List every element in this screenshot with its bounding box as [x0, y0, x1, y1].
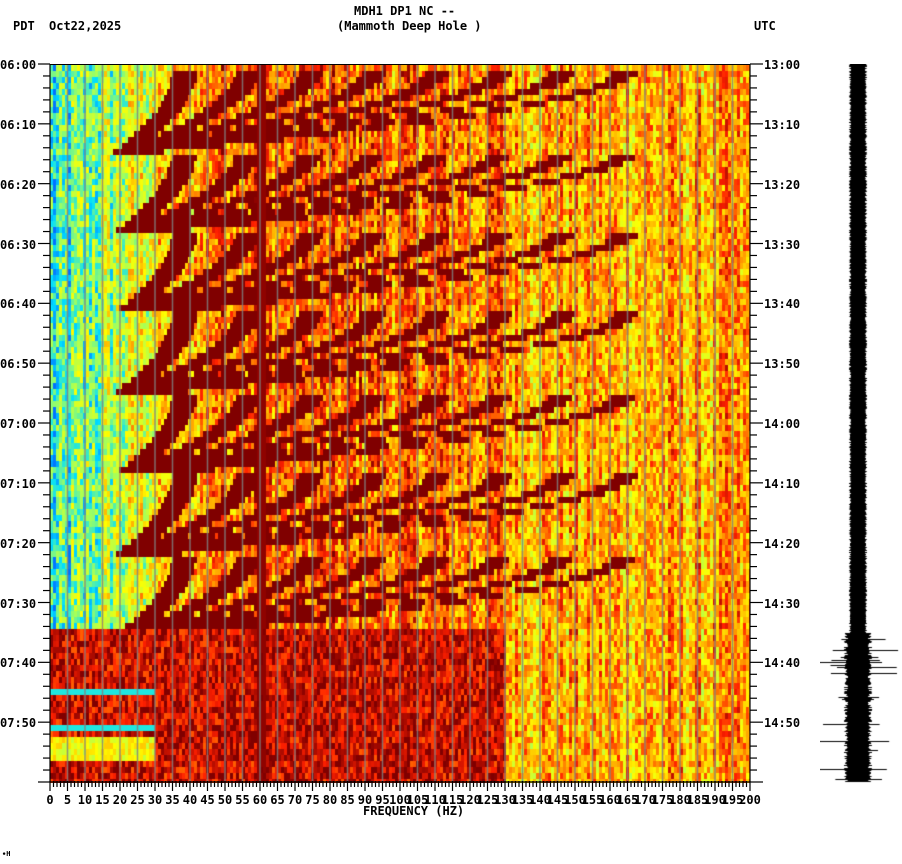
time-label-utc: 14:30 [764, 596, 801, 611]
frequency-label: 65 [270, 793, 285, 807]
frequency-label: 35 [165, 793, 180, 807]
frequency-label: 195 [721, 793, 744, 807]
time-label-pdt: 07:30 [0, 596, 37, 611]
time-label-pdt: 07:10 [0, 476, 37, 491]
frequency-label: 155 [581, 793, 604, 807]
time-label-pdt: 06:50 [0, 357, 37, 372]
frequency-label: 80 [322, 793, 338, 807]
frequency-label: 25 [130, 793, 145, 807]
frequency-label: 10 [77, 793, 93, 807]
time-label-pdt: 07:00 [0, 417, 37, 431]
right-time-axis-ticks [749, 63, 763, 783]
frequency-label: 170 [634, 793, 656, 807]
frequency-label: 85 [340, 793, 355, 807]
time-label-utc: 13:50 [764, 357, 801, 372]
x-axis-title: FREQUENCY (HZ) [363, 804, 465, 818]
time-label-pdt: 06:40 [0, 297, 37, 312]
frequency-label: 190 [704, 793, 726, 807]
time-label-pdt: 07:20 [0, 536, 37, 551]
time-label-pdt: 07:40 [0, 656, 37, 671]
frequency-label: 175 [651, 793, 674, 807]
frequency-axis-ticks [49, 781, 751, 791]
time-label-pdt: 06:20 [0, 177, 37, 192]
frequency-label: 200 [739, 793, 761, 807]
frequency-label: 60 [252, 793, 268, 807]
frequency-label: 55 [235, 793, 250, 807]
frequency-label: 95 [375, 793, 390, 807]
frequency-label: 115 [441, 793, 464, 807]
footer-mark: ∙H [2, 850, 11, 858]
spectrogram-plot [50, 64, 750, 783]
station-name: (Mammoth Deep Hole ) [337, 19, 482, 33]
frequency-label: 120 [459, 793, 481, 807]
frequency-label: 125 [476, 793, 499, 807]
time-label-utc: 14:40 [764, 656, 801, 671]
frequency-label: 90 [357, 793, 373, 807]
frequency-label: 15 [95, 793, 110, 807]
time-label-utc: 13:40 [764, 297, 801, 312]
frequency-label: 145 [546, 793, 569, 807]
frequency-label: 45 [200, 793, 215, 807]
frequency-label: 0 [46, 793, 54, 807]
frequency-label: 30 [147, 793, 163, 807]
time-label-utc: 13:20 [764, 177, 801, 192]
time-label-pdt: 06:00 [0, 58, 37, 72]
frequency-label: 160 [599, 793, 621, 807]
frequency-label: 165 [616, 793, 639, 807]
frequency-label: 100 [389, 793, 411, 807]
frequency-label: 130 [494, 793, 516, 807]
time-label-pdt: 06:10 [0, 117, 37, 132]
right-timezone-label: UTC [754, 19, 776, 33]
frequency-label: 135 [511, 793, 534, 807]
frequency-label: 110 [424, 793, 446, 807]
frequency-label: 75 [305, 793, 320, 807]
seismogram-trace [820, 64, 902, 784]
frequency-label: 150 [564, 793, 586, 807]
spectrogram-heatmap [50, 65, 750, 783]
time-label-utc: 14:10 [764, 476, 801, 491]
time-label-utc: 14:20 [764, 536, 801, 551]
frequency-label: 185 [686, 793, 709, 807]
frequency-label: 5 [63, 793, 72, 807]
time-label-utc: 13:00 [764, 58, 801, 72]
station-title: MDH1 DP1 NC -- [354, 4, 456, 18]
time-label-pdt: 06:30 [0, 237, 37, 252]
frequency-label: 180 [669, 793, 691, 807]
time-label-utc: 13:30 [764, 237, 801, 252]
date-label: Oct22,2025 [49, 19, 122, 33]
frequency-label: 105 [406, 793, 429, 807]
frequency-label: 70 [287, 793, 303, 807]
frequency-label: 40 [182, 793, 198, 807]
frequency-label: 50 [217, 793, 233, 807]
frequency-label: 20 [112, 793, 128, 807]
time-label-utc: 13:10 [764, 117, 801, 132]
frequency-label: 140 [529, 793, 551, 807]
time-label-pdt: 07:50 [0, 716, 37, 731]
left-time-axis-ticks [38, 63, 51, 783]
left-timezone-label: PDT [13, 19, 35, 33]
time-label-utc: 14:50 [764, 716, 801, 731]
time-label-utc: 14:00 [764, 417, 801, 431]
